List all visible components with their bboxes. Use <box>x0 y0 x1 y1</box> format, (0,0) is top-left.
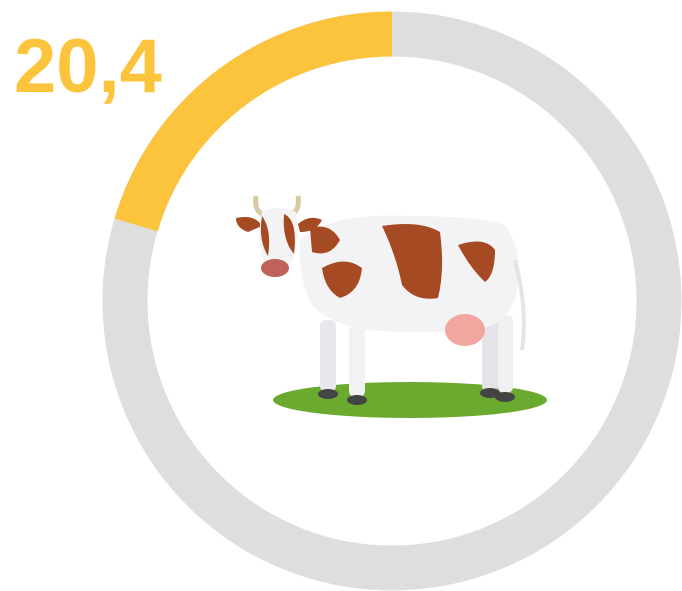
gauge-arc <box>114 11 393 232</box>
gauge <box>102 11 682 591</box>
value-label: 20,4 <box>14 24 162 109</box>
cow-illustration <box>236 195 547 418</box>
